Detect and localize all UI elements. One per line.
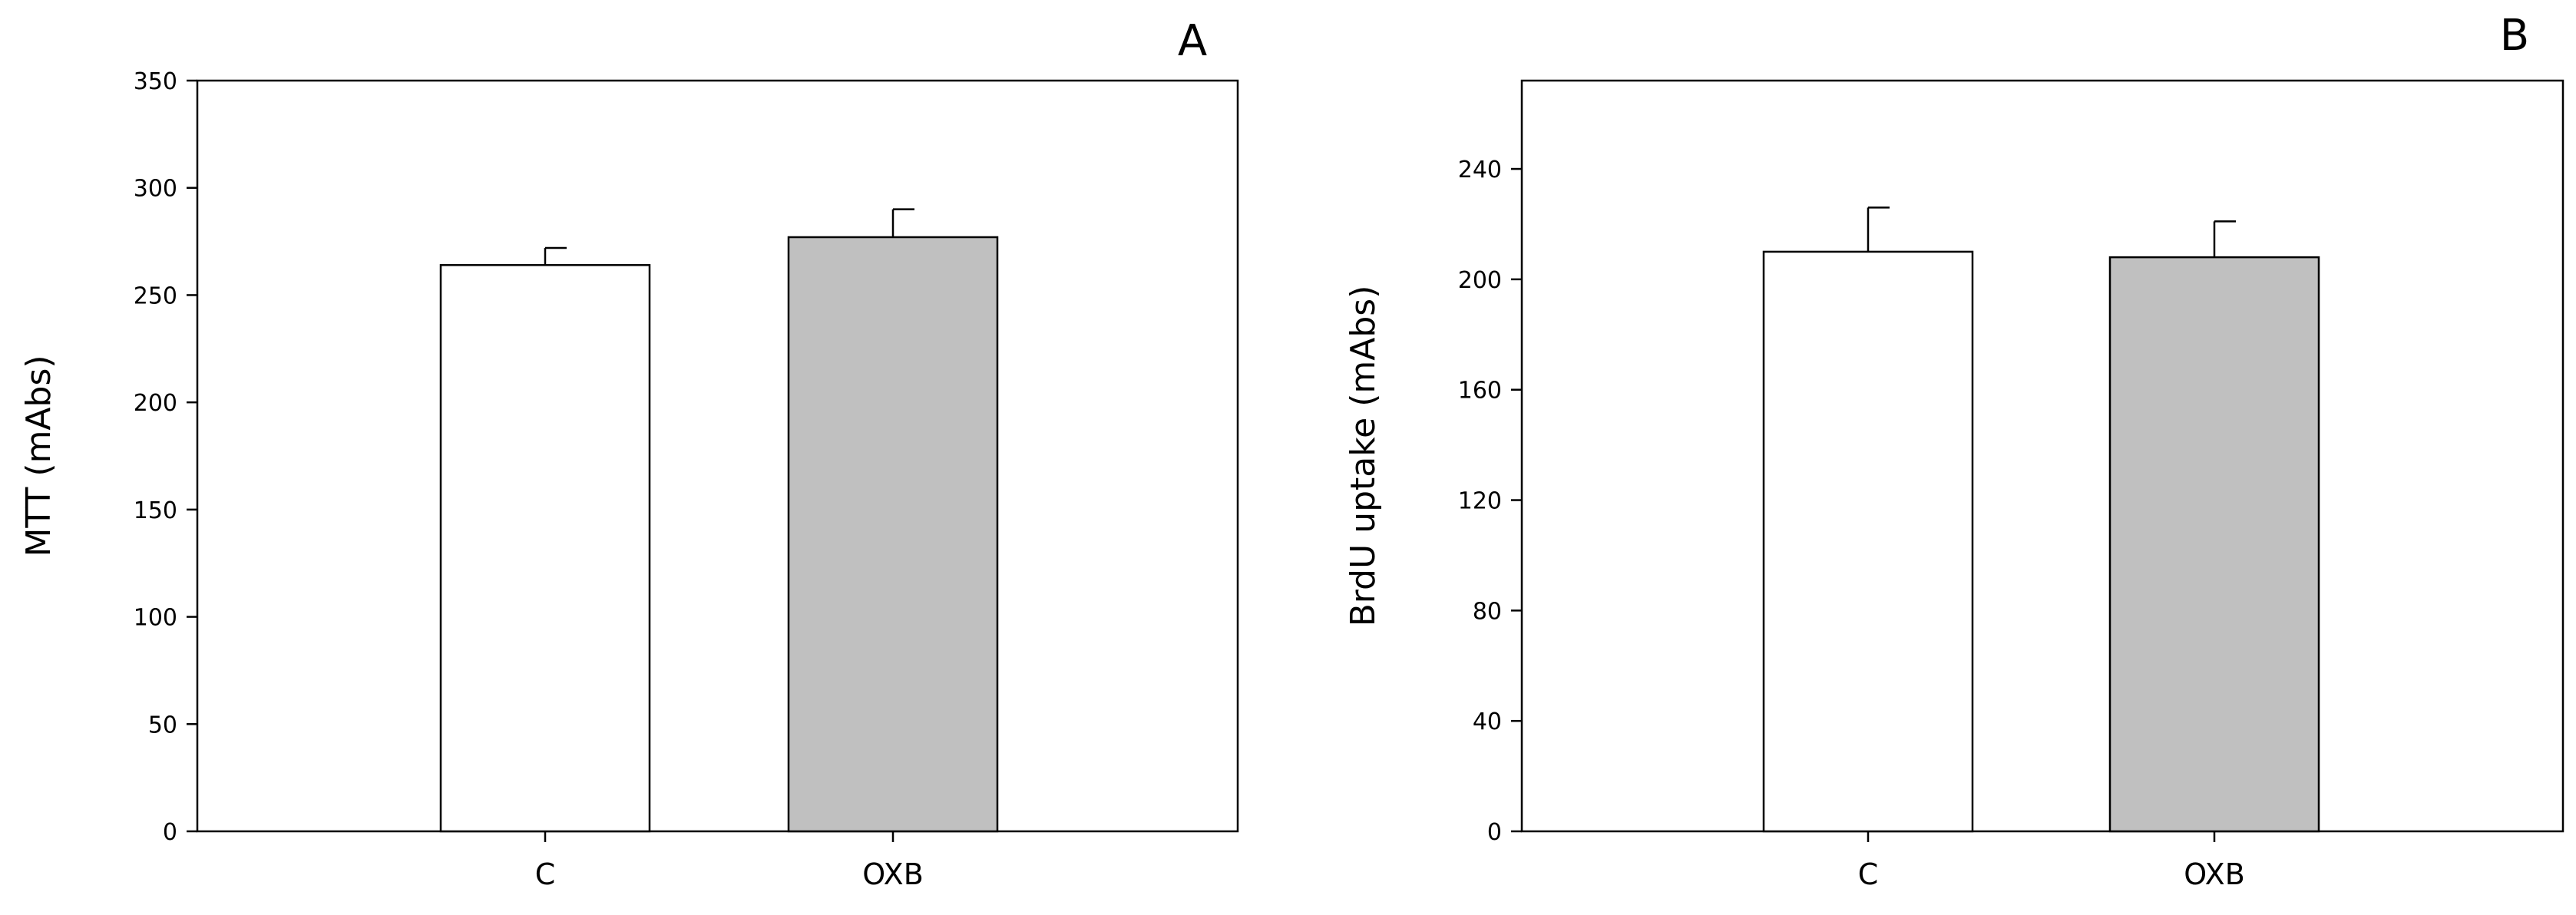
y-tick-label: 250	[134, 282, 177, 309]
panel-label: A	[1178, 16, 1207, 66]
x-tick-label: C	[535, 857, 556, 891]
y-tick-label: 200	[1458, 267, 1502, 294]
panel-label: B	[2500, 11, 2529, 61]
plot-frame	[1520, 79, 2564, 833]
plot-frame	[196, 79, 1239, 833]
y-tick-label: 80	[1473, 598, 1502, 625]
y-tick-label: 300	[134, 176, 177, 203]
bar-oxb	[2108, 256, 2320, 833]
y-tick-label: 50	[148, 712, 177, 738]
y-axis-title: BrdU uptake (mAbs)	[1344, 286, 1383, 627]
y-tick-label: 0	[1487, 819, 1502, 846]
x-tick-label: C	[1858, 857, 1879, 891]
y-tick-label: 200	[134, 390, 177, 417]
y-tick-label: 40	[1473, 709, 1502, 735]
y-tick-label: 0	[163, 819, 177, 846]
bar-oxb	[787, 236, 999, 833]
y-tick-label: 350	[134, 68, 177, 95]
chart-panel-a: 0 50 100 150 200 250 300 350 C OXB MTT (mAbs) A	[19, 16, 1239, 891]
y-tick-label: 150	[134, 497, 177, 524]
x-tick-label: OXB	[862, 857, 924, 891]
y-tick-label: 160	[1458, 378, 1502, 405]
x-tick-label: OXB	[2184, 857, 2245, 891]
y-tick-label: 100	[134, 605, 177, 632]
y-axis-title: MTT (mAbs)	[19, 355, 58, 557]
bar-c	[439, 264, 651, 833]
y-tick-label: 120	[1458, 488, 1502, 515]
y-tick-label: 240	[1458, 157, 1502, 183]
chart-panel-b: 0 40 80 120 160 200 240 C OXB BrdU uptake (mAbs) B	[1344, 11, 2564, 891]
bar-c	[1762, 250, 1974, 833]
